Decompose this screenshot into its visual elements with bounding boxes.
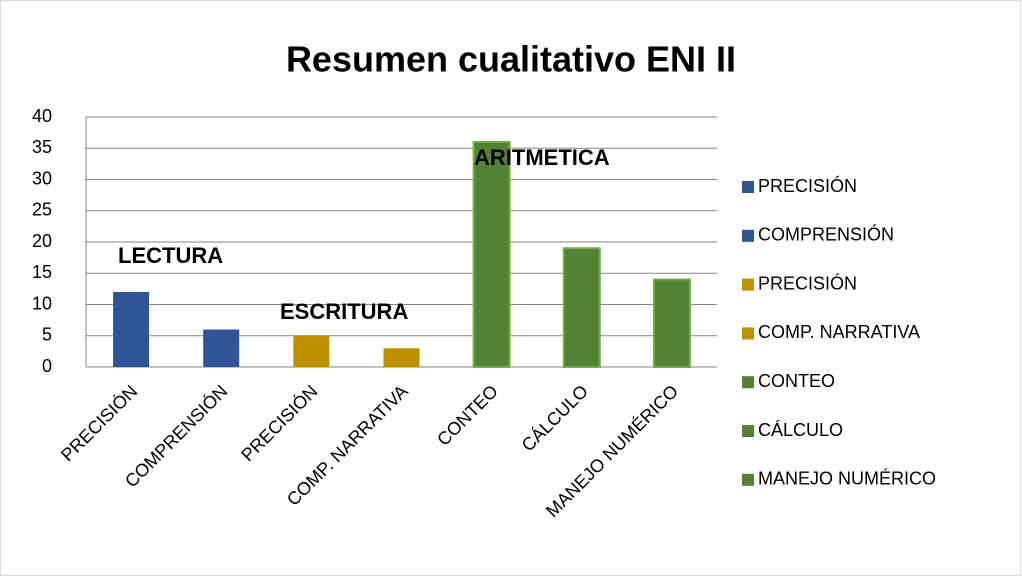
legend-label: PRECISIÓN xyxy=(758,175,857,196)
y-tick-label: 20 xyxy=(32,231,52,251)
bar xyxy=(113,292,150,367)
y-tick-label: 10 xyxy=(32,293,52,313)
y-tick-label: 5 xyxy=(42,325,52,345)
legend-swatch xyxy=(742,376,754,389)
bar xyxy=(652,278,691,368)
legend-swatch xyxy=(742,278,754,291)
bar xyxy=(203,329,240,367)
legend-label: COMP. NARRATIVA xyxy=(758,322,920,342)
legend-swatch xyxy=(742,181,754,193)
annotation: LECTURA xyxy=(118,243,223,268)
legend-swatch xyxy=(742,229,754,242)
legend-label: CÁLCULO xyxy=(758,420,843,440)
annotation: ARITMETICA xyxy=(474,145,610,170)
y-tick-label: 40 xyxy=(32,106,52,126)
y-tick-label: 30 xyxy=(32,168,52,188)
bar xyxy=(562,247,601,368)
legend-label: PRECISIÓN xyxy=(758,272,857,293)
legend-label: CONTEO xyxy=(758,371,835,391)
bar xyxy=(383,348,420,367)
legend-label: COMPRENSIÓN xyxy=(758,224,894,245)
y-tick-label: 15 xyxy=(32,262,52,282)
annotation: ESCRITURA xyxy=(280,299,408,324)
legend-swatch xyxy=(742,327,754,340)
legend-swatch xyxy=(742,425,754,437)
y-tick-label: 0 xyxy=(42,356,52,376)
chart-title: Resumen cualitativo ENI II xyxy=(286,39,736,80)
y-tick-label: 25 xyxy=(32,200,52,220)
bar xyxy=(293,335,330,367)
legend-swatch xyxy=(742,473,754,486)
y-tick-label: 35 xyxy=(32,137,52,157)
bar xyxy=(472,141,511,368)
legend-label: MANEJO NUMÉRICO xyxy=(758,469,936,489)
